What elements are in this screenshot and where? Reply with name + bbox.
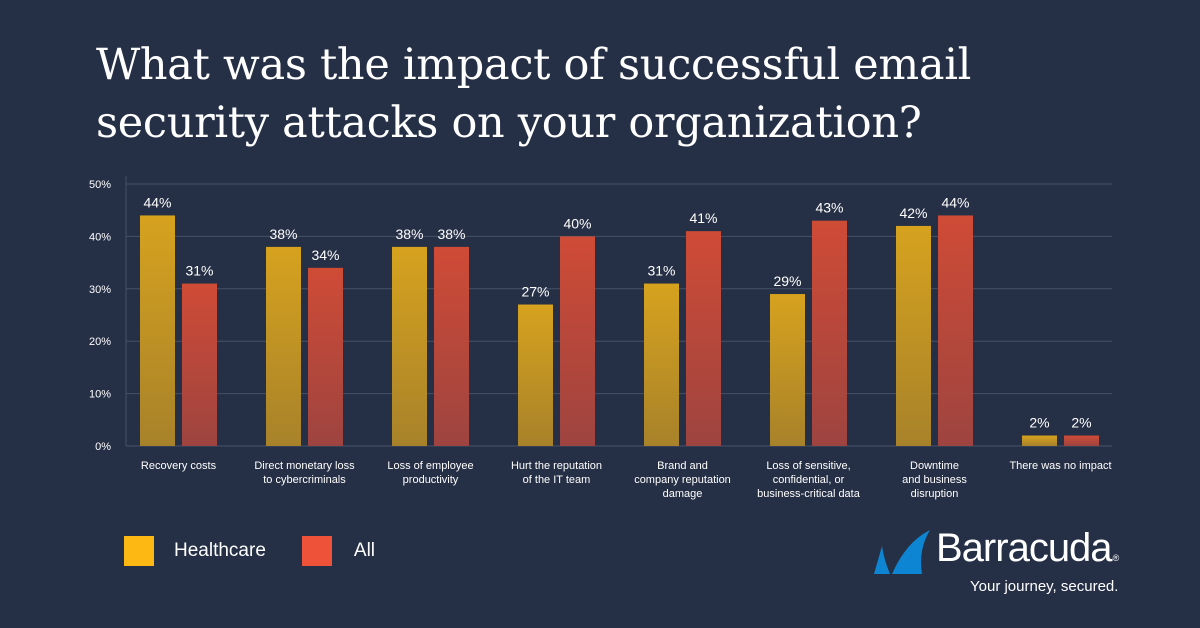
legend-swatch-healthcare — [124, 536, 154, 566]
barracuda-logo: Barracuda® Your journey, secured. — [872, 526, 1132, 606]
bar-healthcare-5 — [770, 294, 805, 446]
y-axis-ticks: 0% 10% 20% 30% 40% 50% — [89, 179, 111, 453]
x-tick-label: Direct monetary loss to cybercriminals — [254, 460, 355, 486]
chart-title: What was the impact of successful email … — [96, 36, 1156, 152]
bar-healthcare-6 — [896, 225, 931, 446]
y-tick-label: 10% — [89, 389, 111, 401]
legend-label-healthcare: Healthcare — [174, 540, 266, 561]
data-label: 41% — [689, 210, 717, 226]
data-label: 27% — [521, 284, 549, 300]
x-tick-label: Recovery costs — [141, 460, 217, 472]
registered-mark: ® — [1112, 553, 1120, 563]
legend-label-all: All — [353, 540, 376, 561]
bar-healthcare-1 — [266, 246, 301, 446]
brand-name: Barracuda® — [936, 526, 1120, 571]
y-tick-label: 40% — [89, 231, 111, 243]
bar-healthcare-2 — [392, 246, 427, 446]
bars: 44% 31% 38% 34% 38% 38% 27% 40% 31% 41% 29% 43% 42% 4… — [140, 194, 1099, 446]
x-tick-label: Downtime and business disruption — [902, 460, 967, 500]
data-label: 2% — [1071, 415, 1091, 431]
bar-healthcare-0 — [140, 215, 175, 446]
data-label: 40% — [563, 215, 591, 231]
data-label: 34% — [311, 247, 339, 263]
data-label: 43% — [815, 200, 843, 216]
data-label: 2% — [1029, 415, 1049, 431]
title-line-2: security attacks on your organization? — [96, 98, 922, 148]
data-label: 31% — [647, 263, 675, 279]
bar-all-3 — [560, 236, 595, 446]
bar-all-1 — [308, 267, 343, 446]
data-label: 38% — [269, 226, 297, 242]
data-label: 31% — [185, 263, 213, 279]
data-label: 44% — [143, 194, 171, 210]
y-tick-label: 20% — [89, 336, 111, 348]
y-tick-label: 50% — [89, 179, 111, 191]
data-label: 38% — [437, 226, 465, 242]
legend: Healthcare All — [124, 536, 411, 566]
x-axis-labels: Recovery costs Direct monetary loss to cyb… — [141, 460, 1112, 500]
x-tick-label: Loss of sensitive, confidential, or busine… — [757, 460, 861, 500]
y-tick-label: 0% — [95, 441, 111, 453]
bar-all-4 — [686, 231, 721, 446]
x-tick-label: Loss of employee productivity — [387, 460, 473, 486]
x-tick-label: Brand and company reputation damage — [634, 460, 731, 500]
bar-all-6 — [938, 215, 973, 446]
bar-healthcare-4 — [644, 283, 679, 446]
title-line-1: What was the impact of successful email — [96, 40, 972, 90]
legend-item-all: All — [301, 536, 376, 566]
y-tick-label: 30% — [89, 284, 111, 296]
legend-swatch-all — [301, 536, 332, 566]
bar-all-2 — [434, 246, 469, 446]
data-label: 42% — [899, 205, 927, 221]
bar-healthcare-7 — [1022, 435, 1057, 446]
bar-all-0 — [182, 283, 217, 446]
shark-fin-icon — [874, 530, 930, 574]
brand-name-text: Barracuda — [936, 526, 1113, 570]
data-label: 29% — [773, 273, 801, 289]
bar-healthcare-3 — [518, 304, 553, 446]
bar-all-5 — [812, 220, 847, 446]
bar-all-7 — [1064, 435, 1099, 446]
legend-item-healthcare: Healthcare — [124, 536, 266, 566]
data-label: 38% — [395, 226, 423, 242]
brand-tagline: Your journey, secured. — [970, 578, 1119, 595]
data-label: 44% — [941, 194, 969, 210]
x-tick-label: Hurt the reputation of the IT team — [511, 460, 602, 486]
x-tick-label: There was no impact — [1009, 460, 1111, 472]
